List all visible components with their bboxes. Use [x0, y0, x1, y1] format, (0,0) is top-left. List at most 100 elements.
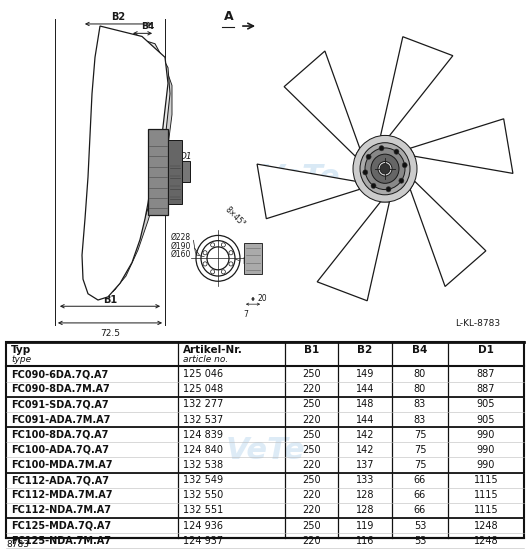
Bar	[148, 129, 168, 214]
Circle shape	[229, 251, 233, 255]
Text: B2: B2	[357, 345, 373, 355]
Polygon shape	[98, 40, 172, 292]
Circle shape	[222, 270, 225, 274]
Text: 72.5: 72.5	[100, 329, 120, 338]
Text: Typ: Typ	[11, 345, 31, 355]
Text: 53: 53	[414, 536, 426, 546]
Text: 75: 75	[414, 460, 426, 470]
Text: FC091-ADA.7M.A7: FC091-ADA.7M.A7	[11, 415, 110, 425]
Text: 220: 220	[302, 415, 321, 425]
Circle shape	[380, 163, 390, 174]
Text: 124 839: 124 839	[183, 430, 223, 439]
Text: 1115: 1115	[474, 505, 498, 515]
Text: FC125-MDA.7Q.A7: FC125-MDA.7Q.A7	[11, 521, 111, 531]
Circle shape	[203, 251, 207, 255]
Text: B1: B1	[103, 295, 117, 305]
Circle shape	[378, 162, 392, 176]
Bar	[182, 162, 190, 182]
Text: 250: 250	[302, 369, 321, 379]
Text: 20: 20	[257, 294, 267, 304]
Text: type: type	[11, 355, 31, 364]
Text: 144: 144	[356, 415, 374, 425]
Text: B4: B4	[141, 22, 154, 31]
Polygon shape	[317, 202, 390, 301]
Circle shape	[379, 146, 384, 151]
Circle shape	[371, 183, 376, 189]
Text: 142: 142	[356, 430, 374, 439]
Text: 250: 250	[302, 445, 321, 455]
Text: A: A	[224, 10, 234, 23]
Text: 125 048: 125 048	[183, 384, 223, 394]
Polygon shape	[381, 37, 453, 136]
Text: 66: 66	[414, 505, 426, 515]
Text: 132 549: 132 549	[183, 475, 223, 485]
Text: 220: 220	[302, 536, 321, 546]
Text: Ø: Ø	[175, 146, 182, 156]
Text: 990: 990	[477, 460, 495, 470]
Text: 250: 250	[302, 521, 321, 531]
Text: 220: 220	[302, 384, 321, 394]
Polygon shape	[82, 26, 168, 300]
Text: Ø190: Ø190	[171, 241, 191, 250]
Text: FC100-8DA.7Q.A7: FC100-8DA.7Q.A7	[11, 430, 108, 439]
Text: 905: 905	[477, 415, 495, 425]
Text: 83: 83	[414, 415, 426, 425]
Text: B2: B2	[111, 12, 126, 22]
Circle shape	[353, 135, 417, 202]
Text: 142: 142	[356, 445, 374, 455]
Circle shape	[360, 142, 410, 195]
Text: 132 538: 132 538	[183, 460, 223, 470]
Text: 220: 220	[302, 491, 321, 501]
Circle shape	[363, 170, 368, 175]
Text: 149: 149	[356, 369, 374, 379]
Text: 8×45°: 8×45°	[223, 205, 247, 229]
Text: 80: 80	[414, 384, 426, 394]
Circle shape	[402, 163, 407, 168]
Text: 53: 53	[414, 521, 426, 531]
Polygon shape	[410, 182, 486, 287]
Text: Ø160: Ø160	[171, 250, 191, 258]
Circle shape	[386, 186, 391, 192]
Circle shape	[210, 243, 215, 247]
Text: 887: 887	[477, 384, 495, 394]
Text: FC100-MDA.7M.A7: FC100-MDA.7M.A7	[11, 460, 112, 470]
Text: 83: 83	[414, 399, 426, 409]
Text: 66: 66	[414, 491, 426, 501]
Text: 990: 990	[477, 445, 495, 455]
Text: 250: 250	[302, 430, 321, 439]
Circle shape	[222, 243, 225, 247]
Text: 119: 119	[356, 521, 374, 531]
Text: FC100-ADA.7Q.A7: FC100-ADA.7Q.A7	[11, 445, 109, 455]
Text: article no.: article no.	[183, 355, 228, 364]
Text: 124 840: 124 840	[183, 445, 223, 455]
Text: 75: 75	[414, 430, 426, 439]
Bar	[244, 243, 262, 274]
Text: VeTe: VeTe	[225, 436, 305, 465]
Text: 133: 133	[356, 475, 374, 485]
Text: FC112-MDA.7M.A7: FC112-MDA.7M.A7	[11, 491, 112, 501]
Text: Ø228: Ø228	[171, 233, 191, 242]
Polygon shape	[257, 164, 360, 219]
Text: FC125-NDA.7M.A7: FC125-NDA.7M.A7	[11, 536, 111, 546]
Text: M12: M12	[242, 257, 258, 266]
Text: 75: 75	[414, 445, 426, 455]
Text: FC090-6DA.7Q.A7: FC090-6DA.7Q.A7	[11, 369, 108, 379]
Text: 132 537: 132 537	[183, 415, 223, 425]
Text: 220: 220	[302, 505, 321, 515]
Text: 124 937: 124 937	[183, 536, 223, 546]
Text: Artikel-Nr.: Artikel-Nr.	[183, 345, 243, 355]
Circle shape	[365, 148, 405, 190]
Circle shape	[399, 178, 404, 183]
Text: 8783: 8783	[6, 540, 29, 549]
Text: 1248: 1248	[474, 536, 498, 546]
Text: L-KL-8783: L-KL-8783	[455, 319, 500, 328]
Text: 128: 128	[356, 491, 374, 501]
Text: 250: 250	[302, 399, 321, 409]
Circle shape	[371, 154, 399, 183]
Text: 7: 7	[244, 310, 249, 320]
Text: 132 551: 132 551	[183, 505, 223, 515]
Circle shape	[394, 149, 399, 155]
Text: B4: B4	[412, 345, 428, 355]
Text: 1115: 1115	[474, 475, 498, 485]
Text: 905: 905	[477, 399, 495, 409]
